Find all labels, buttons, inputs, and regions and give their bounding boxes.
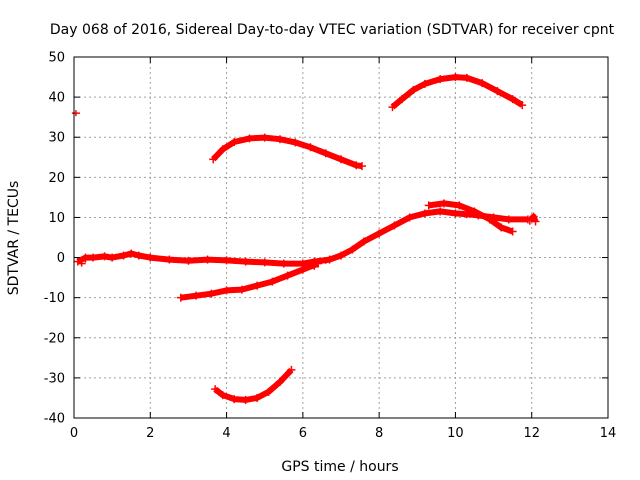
x-tick-label: 12 <box>523 426 540 441</box>
y-tick-label: 20 <box>48 171 65 186</box>
x-tick-label: 14 <box>600 426 617 441</box>
y-tick-label: -10 <box>44 291 65 306</box>
x-tick-label: 8 <box>375 426 383 441</box>
axes <box>73 56 609 419</box>
y-tick-label: -40 <box>44 412 65 427</box>
chart-title: Day 068 of 2016, Sidereal Day-to-day VTE… <box>50 22 615 38</box>
y-tick-label: -30 <box>44 371 65 386</box>
series-arc-30 <box>211 134 363 170</box>
y-tick-label: 30 <box>48 131 65 146</box>
x-tick-label: 0 <box>70 426 78 441</box>
tick-labels: 0 2 4 6 8 10 12 14 -40 -30 -20 -10 0 10 20 30 40 50 <box>44 51 617 442</box>
y-tick-label: 50 <box>48 51 65 66</box>
x-tick-label: 10 <box>447 426 464 441</box>
y-tick-label: -20 <box>44 331 65 346</box>
x-tick-label: 6 <box>299 426 307 441</box>
x-axis-label: GPS time / hours <box>281 459 398 475</box>
x-tick-label: 4 <box>222 426 230 441</box>
y-tick-label: 0 <box>57 251 65 266</box>
y-tick-label: 40 <box>48 91 65 106</box>
y-tick-label: 10 <box>48 211 65 226</box>
plot-frame <box>73 56 609 419</box>
y-axis-label: SDTVAR / TECUs <box>6 181 22 296</box>
x-tick-label: 2 <box>146 426 154 441</box>
series-layer <box>71 73 540 404</box>
series-rising-track <box>180 260 320 301</box>
grid-lines <box>74 57 608 418</box>
series-arc-45 <box>390 74 524 110</box>
